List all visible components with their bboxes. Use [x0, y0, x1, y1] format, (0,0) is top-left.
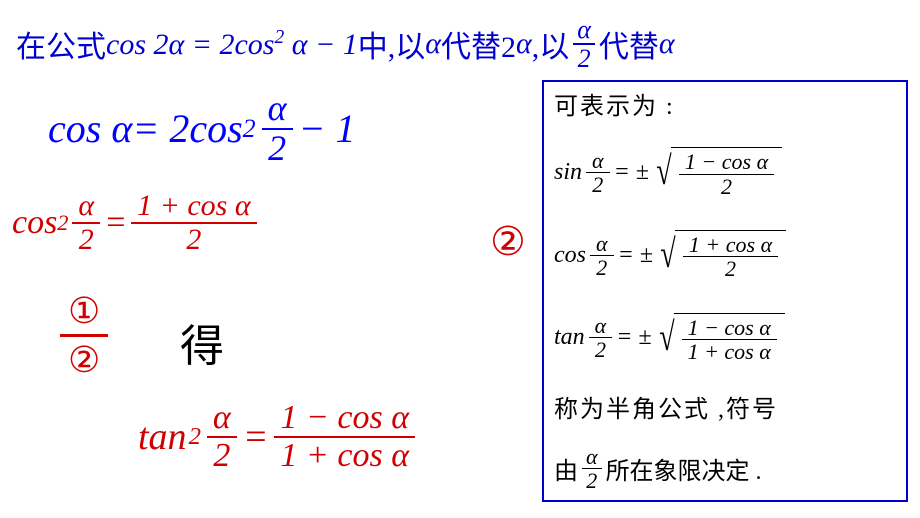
- num: α: [586, 149, 610, 173]
- fraction: 1 − cos α 1 + cos α: [682, 316, 777, 363]
- fraction: α 2: [590, 232, 614, 279]
- sup: 2: [243, 114, 256, 144]
- func: cos: [554, 242, 586, 269]
- fraction: α 2: [586, 149, 610, 196]
- circled-two-label: ②: [490, 218, 526, 265]
- sup: 2: [274, 27, 284, 48]
- den: 2: [589, 338, 612, 361]
- text: ,以: [532, 22, 570, 66]
- equation-cos-alpha: cos α = 2cos2 α 2 − 1: [48, 90, 356, 168]
- text-de: 得: [180, 310, 224, 374]
- sup: 2: [57, 210, 68, 236]
- mid: = 2cos: [132, 105, 242, 152]
- box-tail1: 称为半角公式 ,符号: [554, 389, 896, 424]
- den: 2: [715, 175, 738, 198]
- cos2: cos 2: [106, 28, 169, 61]
- box-head: 可表示为 :: [554, 86, 896, 121]
- alpha: α: [516, 27, 532, 61]
- alpha: α: [425, 27, 441, 61]
- box-tail2: 由 α 2 所在象限决定 .: [554, 445, 896, 492]
- num: α: [262, 90, 293, 130]
- func: sin: [554, 159, 582, 186]
- text: 中,以: [358, 22, 426, 66]
- num: α: [589, 314, 613, 338]
- circled-two: ②: [60, 337, 108, 381]
- radicand: 1 − cos α 2: [671, 147, 782, 197]
- den: 2: [262, 130, 292, 168]
- text: 所在象限决定 .: [606, 451, 762, 486]
- radical-icon: √: [659, 319, 674, 369]
- sup: 2: [189, 423, 201, 451]
- den: 2: [574, 45, 595, 72]
- text: 代替2: [441, 22, 516, 66]
- eq: =: [243, 415, 269, 459]
- text: 在公式: [16, 22, 106, 66]
- den: 1 + cos α: [274, 438, 415, 474]
- cos: cos: [12, 204, 57, 242]
- fraction: 1 + cos α 2: [683, 233, 778, 280]
- end: − 1: [307, 28, 357, 61]
- half-angle-sin: sin α 2 = ± √ 1 − cos α 2: [554, 142, 896, 204]
- num: α: [590, 232, 614, 256]
- eq: = 2cos: [184, 28, 274, 61]
- radicand: 1 + cos α 2: [675, 230, 786, 280]
- eq: = ±: [618, 242, 653, 269]
- fraction: 1 − cos α 2: [679, 150, 774, 197]
- num: 1 − cos α: [682, 316, 777, 340]
- sqrt: √ 1 − cos α 2: [653, 147, 782, 197]
- den: 1 + cos α: [682, 340, 777, 363]
- num: α: [72, 190, 100, 224]
- sqrt: √ 1 − cos α 1 + cos α: [656, 313, 785, 363]
- num: 1 + cos α: [683, 233, 778, 257]
- den: 2: [719, 257, 742, 280]
- num: 1 − cos α: [679, 150, 774, 174]
- alpha: α: [659, 27, 675, 61]
- num: 1 − cos α: [274, 400, 415, 438]
- func: tan: [554, 324, 585, 351]
- alpha: α: [111, 105, 132, 152]
- half-angle-cos: cos α 2 = ± √ 1 + cos α 2: [554, 224, 896, 286]
- fraction: α 2: [72, 190, 100, 255]
- text: 代替: [599, 22, 659, 66]
- intro-line: 在公式 cos 2α = 2cos2 α − 1 中,以 α 代替2 α ,以 …: [16, 16, 675, 73]
- num: 1 + cos α: [131, 190, 256, 224]
- circled-one: ①: [60, 290, 108, 337]
- radical-icon: √: [656, 153, 671, 203]
- eq: = ±: [614, 159, 649, 186]
- den: 2: [207, 438, 236, 474]
- den: 2: [73, 224, 100, 256]
- fraction: α 2: [262, 90, 293, 168]
- fraction: α 2: [582, 445, 602, 492]
- half-angle-tan: tan α 2 = ± √ 1 − cos α 1 + cos α: [554, 307, 896, 369]
- alpha: α: [292, 28, 308, 61]
- num: α: [207, 400, 237, 438]
- circled-fraction: ① ②: [60, 290, 108, 381]
- half-angle-box: 可表示为 : sin α 2 = ± √ 1 − cos α 2 cos α 2…: [542, 80, 908, 502]
- fraction: α 2: [589, 314, 613, 361]
- formula: cos 2α = 2cos2 α − 1: [106, 27, 358, 62]
- num: α: [573, 16, 595, 45]
- text: 由: [554, 451, 578, 486]
- eq: =: [104, 204, 127, 242]
- num: α: [582, 445, 602, 469]
- end: − 1: [299, 105, 356, 152]
- radicand: 1 − cos α 1 + cos α: [674, 313, 785, 363]
- sqrt: √ 1 + cos α 2: [657, 230, 786, 280]
- tan: tan: [138, 415, 187, 459]
- alpha: α: [169, 28, 185, 61]
- eq: = ±: [616, 324, 651, 351]
- fraction: α 2: [573, 16, 595, 73]
- cos: cos: [48, 105, 101, 152]
- den: 2: [586, 173, 609, 196]
- fraction: 1 + cos α 2: [131, 190, 256, 255]
- den: 2: [180, 224, 207, 256]
- radical-icon: √: [660, 236, 675, 286]
- den: 2: [590, 256, 613, 279]
- fraction: α 2: [207, 400, 237, 473]
- equation-cos-squared: cos2 α 2 = 1 + cos α 2: [12, 190, 261, 255]
- fraction: 1 − cos α 1 + cos α: [274, 400, 415, 473]
- equation-tan-squared: tan2 α 2 = 1 − cos α 1 + cos α: [138, 400, 421, 473]
- den: 2: [582, 469, 601, 492]
